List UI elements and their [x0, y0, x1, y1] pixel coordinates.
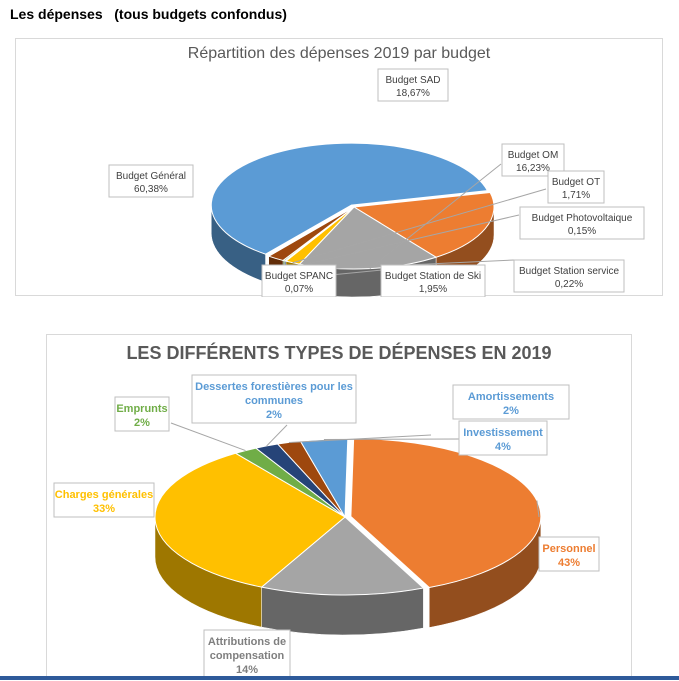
svg-text:16,23%: 16,23%: [516, 163, 550, 174]
svg-text:0,22%: 0,22%: [555, 279, 583, 290]
svg-text:1,95%: 1,95%: [419, 284, 447, 295]
data-label-budget-station-de-ski: Budget Station de Ski 1,95%: [381, 265, 485, 297]
bottom-rule: [0, 676, 679, 680]
svg-text:0,15%: 0,15%: [568, 226, 596, 237]
data-label-budget-spanc: Budget SPANC 0,07%: [262, 265, 336, 297]
svg-text:0,07%: 0,07%: [285, 284, 313, 295]
svg-text:Budget OM: Budget OM: [508, 150, 559, 161]
expense-types-pie-svg: Amortissements 2% Investissement 4% Personne…: [47, 335, 633, 681]
svg-text:60,38%: 60,38%: [134, 184, 168, 195]
data-label-amortissements: Amortissements 2%: [453, 385, 569, 419]
svg-text:1,71%: 1,71%: [562, 190, 590, 201]
svg-text:compensation: compensation: [210, 650, 285, 662]
leader-line-emprunts: [171, 423, 246, 451]
expense-types-pie-chart: LES DIFFÉRENTS TYPES DE DÉPENSES EN 2019…: [46, 334, 632, 680]
svg-text:2%: 2%: [266, 409, 282, 421]
svg-text:Budget Station service: Budget Station service: [519, 266, 619, 277]
svg-text:Emprunts: Emprunts: [116, 403, 167, 415]
svg-text:18,67%: 18,67%: [396, 88, 430, 99]
svg-text:2%: 2%: [503, 405, 519, 417]
svg-text:33%: 33%: [93, 503, 115, 515]
data-label-budget-sad: Budget SAD 18,67%: [378, 69, 448, 101]
svg-text:Charges générales: Charges générales: [55, 489, 153, 501]
svg-text:Budget Station de Ski: Budget Station de Ski: [385, 271, 481, 282]
data-label-charges-generales: Charges générales 33%: [54, 483, 154, 517]
svg-text:Budget OT: Budget OT: [552, 177, 600, 188]
data-label-attributions-de-compensation: Attributions de compensation 14%: [204, 630, 290, 678]
svg-text:2%: 2%: [134, 417, 150, 429]
data-label-budget-station-service: Budget Station service 0,22%: [514, 260, 624, 292]
data-label-budget-ot: Budget OT 1,71%: [548, 171, 604, 203]
data-label-budget-general: Budget Général 60,38%: [109, 165, 193, 197]
data-label-emprunts: Emprunts 2%: [115, 397, 169, 431]
data-label-personnel: Personnel 43%: [539, 537, 599, 571]
svg-text:Dessertes forestières pour les: Dessertes forestières pour les: [195, 381, 353, 393]
svg-text:Amortissements: Amortissements: [468, 391, 554, 403]
data-label-investissement: Investissement 4%: [459, 421, 547, 455]
svg-text:Budget Photovoltaique: Budget Photovoltaique: [532, 213, 633, 224]
svg-text:Budget SAD: Budget SAD: [385, 75, 440, 86]
data-label-dessertes-forestieres-pour-les-communes: Dessertes forestières pour les communes 2%: [192, 375, 356, 423]
svg-text:4%: 4%: [495, 441, 511, 453]
budget-pie-chart: Répartition des dépenses 2019 par budget…: [15, 38, 663, 296]
page-heading: Les dépenses (tous budgets confondus): [10, 6, 287, 22]
svg-text:43%: 43%: [558, 557, 580, 569]
svg-text:Personnel: Personnel: [542, 543, 595, 555]
svg-text:14%: 14%: [236, 664, 258, 676]
svg-text:communes: communes: [245, 395, 303, 407]
svg-text:Budget Général: Budget Général: [116, 171, 186, 182]
svg-text:Budget SPANC: Budget SPANC: [265, 271, 333, 282]
data-label-budget-photovoltaique: Budget Photovoltaique 0,15%: [520, 207, 644, 239]
svg-text:Attributions de: Attributions de: [208, 636, 286, 648]
svg-text:Investissement: Investissement: [463, 427, 543, 439]
